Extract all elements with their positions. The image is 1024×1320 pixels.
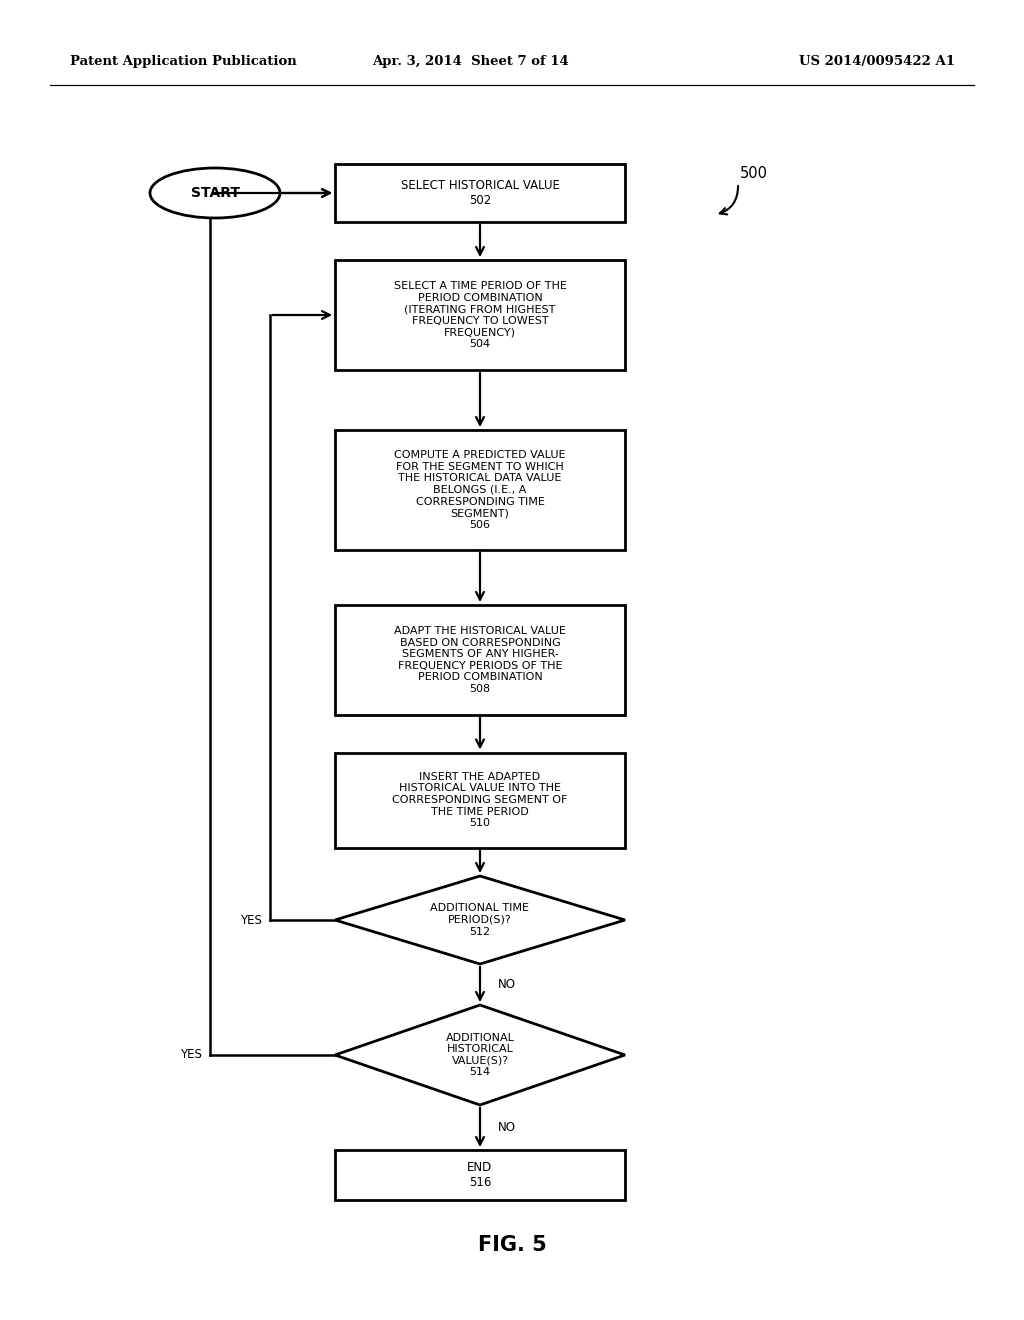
Text: 500: 500 bbox=[740, 165, 768, 181]
Text: ADDITIONAL
HISTORICAL
VALUE(S)?
514: ADDITIONAL HISTORICAL VALUE(S)? 514 bbox=[445, 1032, 514, 1077]
Bar bbox=[335, 605, 625, 715]
Ellipse shape bbox=[150, 168, 280, 218]
Text: Apr. 3, 2014  Sheet 7 of 14: Apr. 3, 2014 Sheet 7 of 14 bbox=[372, 55, 568, 69]
Text: ADDITIONAL TIME
PERIOD(S)?
512: ADDITIONAL TIME PERIOD(S)? 512 bbox=[430, 903, 529, 937]
Bar bbox=[335, 430, 625, 550]
Text: INSERT THE ADAPTED
HISTORICAL VALUE INTO THE
CORRESPONDING SEGMENT OF
THE TIME P: INSERT THE ADAPTED HISTORICAL VALUE INTO… bbox=[392, 772, 567, 828]
Text: Patent Application Publication: Patent Application Publication bbox=[70, 55, 297, 69]
Bar bbox=[335, 1150, 625, 1200]
Text: US 2014/0095422 A1: US 2014/0095422 A1 bbox=[799, 55, 955, 69]
Text: FIG. 5: FIG. 5 bbox=[477, 1236, 547, 1255]
Text: YES: YES bbox=[240, 913, 262, 927]
Text: COMPUTE A PREDICTED VALUE
FOR THE SEGMENT TO WHICH
THE HISTORICAL DATA VALUE
BEL: COMPUTE A PREDICTED VALUE FOR THE SEGMEN… bbox=[394, 450, 565, 529]
Bar bbox=[335, 260, 625, 370]
Text: SELECT HISTORICAL VALUE
502: SELECT HISTORICAL VALUE 502 bbox=[400, 180, 559, 207]
Text: SELECT A TIME PERIOD OF THE
PERIOD COMBINATION
(ITERATING FROM HIGHEST
FREQUENCY: SELECT A TIME PERIOD OF THE PERIOD COMBI… bbox=[393, 281, 566, 348]
Text: YES: YES bbox=[180, 1048, 202, 1061]
Text: NO: NO bbox=[498, 1121, 516, 1134]
Polygon shape bbox=[335, 876, 625, 964]
Bar bbox=[335, 164, 625, 222]
Text: START: START bbox=[190, 186, 240, 201]
Text: END
516: END 516 bbox=[467, 1162, 493, 1189]
Bar bbox=[335, 752, 625, 847]
Polygon shape bbox=[335, 1005, 625, 1105]
Text: NO: NO bbox=[498, 978, 516, 991]
Text: ADAPT THE HISTORICAL VALUE
BASED ON CORRESPONDING
SEGMENTS OF ANY HIGHER-
FREQUE: ADAPT THE HISTORICAL VALUE BASED ON CORR… bbox=[394, 626, 566, 694]
